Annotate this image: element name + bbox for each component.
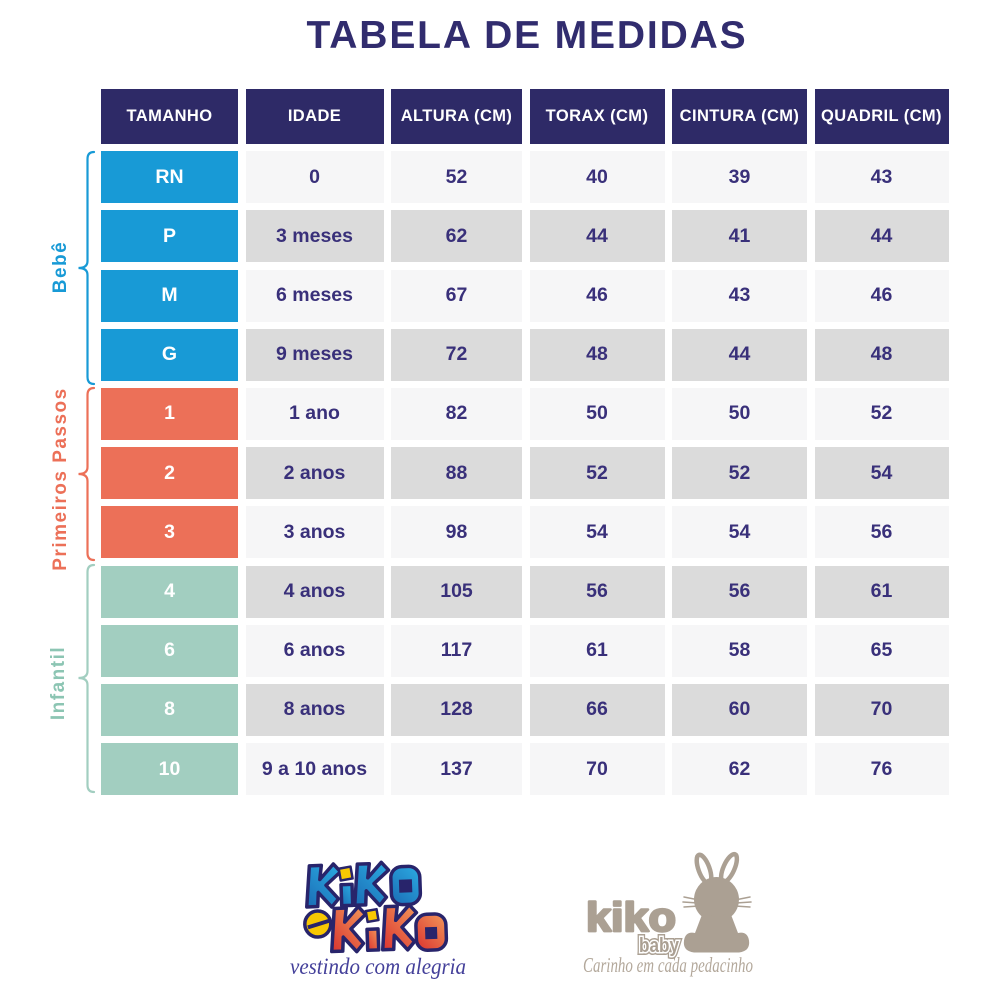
svg-text:baby: baby: [639, 935, 680, 957]
svg-text:Carinho em cada pedacinho: Carinho em cada pedacinho: [583, 953, 753, 977]
svg-text:baby: baby: [639, 935, 680, 957]
svg-text:kiko: kiko: [586, 894, 676, 940]
svg-text:vestindo com alegria: vestindo com alegria: [290, 954, 466, 979]
